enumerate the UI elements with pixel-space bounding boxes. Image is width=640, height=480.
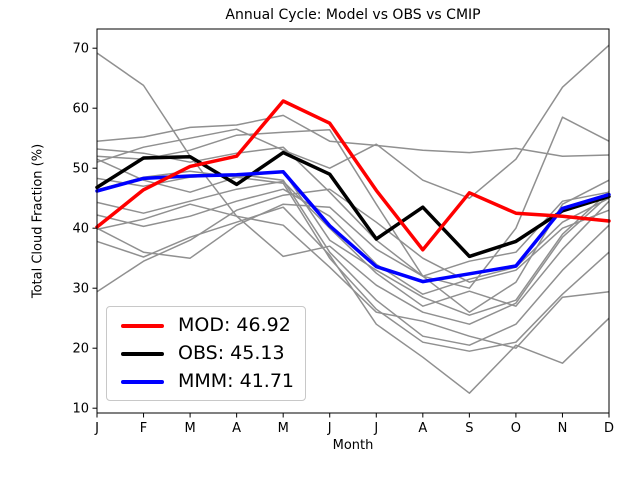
cmip-model-line (96, 206, 610, 394)
legend-line-sample-mmm (121, 379, 164, 384)
y-tick-label: 20 (72, 342, 89, 357)
cmip-model-line (96, 191, 610, 277)
y-tick-label: 70 (72, 42, 89, 57)
series-line-obs (95, 150, 611, 259)
cmip-model-line (96, 188, 610, 295)
x-axis-label: Month (332, 438, 374, 453)
y-tick-label: 30 (72, 282, 89, 297)
x-tick-label: J (94, 421, 99, 436)
cmip-model-line (96, 180, 610, 307)
legend-label-obs: OBS: 45.13 (178, 342, 285, 364)
series-line-mod (95, 99, 611, 252)
legend-line-sample-obs (121, 351, 164, 356)
legend-label-mod: MOD: 46.92 (178, 314, 291, 336)
y-tick-label: 60 (72, 102, 89, 117)
y-tick-label: 10 (72, 402, 89, 417)
x-tick-label: F (140, 421, 147, 436)
cmip-model-line (96, 52, 610, 325)
chart-title: Annual Cycle: Model vs OBS vs CMIP (225, 7, 481, 23)
x-tick-label: M (278, 421, 289, 436)
x-tick-label: A (232, 421, 241, 436)
y-tick-label: 40 (72, 222, 89, 237)
series-line-mmm (95, 170, 611, 284)
x-tick-label: S (465, 421, 473, 436)
legend-item-mod: MOD: 46.92 (121, 316, 305, 335)
x-tick-label: O (511, 421, 521, 436)
legend: MOD: 46.92 OBS: 45.13 MMM: 41.71 (106, 306, 306, 401)
y-axis-label: Total Cloud Fraction (%) (30, 143, 46, 299)
cmip-model-line (96, 114, 610, 157)
y-tick-label: 50 (72, 162, 89, 177)
legend-line-sample-mod (121, 323, 164, 328)
x-tick-label: J (327, 421, 332, 436)
legend-item-mmm: MMM: 41.71 (121, 372, 305, 391)
x-tick-label: N (558, 421, 568, 436)
cmip-model-line (96, 129, 610, 313)
legend-item-obs: OBS: 45.13 (121, 344, 305, 363)
legend-label-mmm: MMM: 41.71 (178, 370, 295, 392)
x-tick-label: D (604, 421, 614, 436)
cmip-model-line (96, 173, 610, 346)
x-tick-label: M (184, 421, 195, 436)
cmip-model-line (96, 116, 610, 289)
cmip-model-line (96, 158, 610, 316)
axes-frame (96, 28, 610, 414)
x-tick-label: J (373, 421, 378, 436)
x-tick-label: A (418, 421, 427, 436)
